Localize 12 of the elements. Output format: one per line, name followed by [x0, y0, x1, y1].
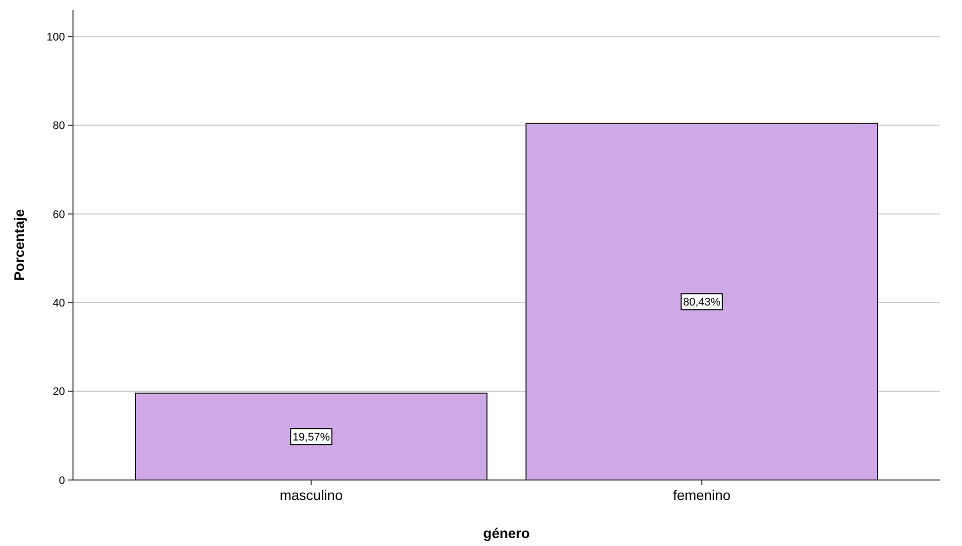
y-tick-label: 80 — [52, 120, 65, 132]
x-tick-label: masculino — [280, 487, 343, 503]
y-tick-label: 60 — [52, 208, 65, 221]
y-tick-label: 40 — [52, 297, 65, 310]
data-label: 80,43% — [683, 296, 721, 309]
x-tick-label: femenino — [672, 487, 731, 503]
data-label: 19,57% — [292, 431, 330, 444]
y-tick-label: 0 — [58, 474, 65, 487]
y-axis-title: Porcentaje — [11, 208, 27, 281]
y-tick-label: 100 — [46, 31, 65, 44]
x-axis-title: género — [483, 525, 530, 541]
y-tick-label: 20 — [52, 386, 65, 398]
